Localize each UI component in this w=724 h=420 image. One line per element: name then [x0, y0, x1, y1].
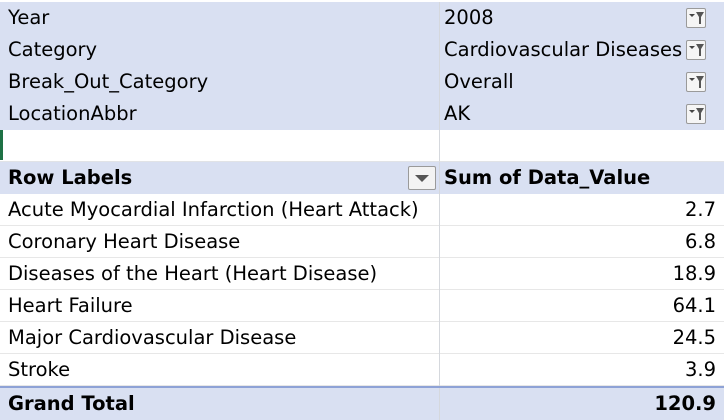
filter-row-location: LocationAbbr AK [0, 98, 724, 130]
filter-value[interactable]: Overall [440, 66, 724, 98]
blank-row [0, 130, 724, 162]
row-label[interactable]: Coronary Heart Disease [0, 226, 440, 258]
filter-row-category: Category Cardiovascular Diseases [0, 34, 724, 66]
filter-field-label[interactable]: Break_Out_Category [0, 66, 440, 98]
filter-dropdown-icon[interactable] [686, 72, 706, 92]
sum-data-value-header[interactable]: Sum of Data_Value [440, 162, 724, 194]
row-value[interactable]: 3.9 [684, 358, 716, 381]
table-row: Coronary Heart Disease 6.8 [0, 226, 724, 258]
dropdown-arrow-icon[interactable] [408, 166, 436, 190]
row-label[interactable]: Major Cardiovascular Disease [0, 322, 440, 354]
filter-value[interactable]: Cardiovascular Diseases [440, 34, 724, 66]
table-row: Acute Myocardial Infarction (Heart Attac… [0, 194, 724, 226]
row-label[interactable]: Acute Myocardial Infarction (Heart Attac… [0, 194, 440, 226]
filter-field-label[interactable]: LocationAbbr [0, 98, 440, 130]
row-value[interactable]: 18.9 [672, 262, 716, 285]
row-value[interactable]: 24.5 [672, 326, 716, 349]
filter-row-year: Year 2008 [0, 2, 724, 34]
filter-dropdown-icon[interactable] [686, 40, 706, 60]
filter-row-breakout: Break_Out_Category Overall [0, 66, 724, 98]
row-label[interactable]: Stroke [0, 354, 440, 386]
filter-field-label[interactable]: Category [0, 34, 440, 66]
row-label[interactable]: Diseases of the Heart (Heart Disease) [0, 258, 440, 290]
selected-cell-indicator [0, 130, 3, 160]
row-value[interactable]: 64.1 [672, 294, 716, 317]
row-value[interactable]: 2.7 [684, 198, 716, 221]
filter-field-label[interactable]: Year [0, 2, 440, 34]
grand-total-value[interactable]: 120.9 [440, 388, 724, 420]
blank-cell[interactable] [0, 130, 440, 162]
pivot-header-row: Row Labels Sum of Data_Value [0, 162, 724, 194]
table-row: Heart Failure 64.1 [0, 290, 724, 322]
row-value[interactable]: 6.8 [684, 230, 716, 253]
row-label[interactable]: Heart Failure [0, 290, 440, 322]
row-labels-header[interactable]: Row Labels [0, 162, 440, 194]
table-row: Stroke 3.9 [0, 354, 724, 386]
blank-cell[interactable] [440, 130, 724, 162]
filter-dropdown-icon[interactable] [686, 8, 706, 28]
grand-total-label[interactable]: Grand Total [0, 388, 440, 420]
grand-total-row: Grand Total 120.9 [0, 386, 724, 420]
table-row: Major Cardiovascular Disease 24.5 [0, 322, 724, 354]
filter-value[interactable]: 2008 [440, 2, 724, 34]
table-row: Diseases of the Heart (Heart Disease) 18… [0, 258, 724, 290]
filter-dropdown-icon[interactable] [686, 104, 706, 124]
filter-value[interactable]: AK [440, 98, 724, 130]
